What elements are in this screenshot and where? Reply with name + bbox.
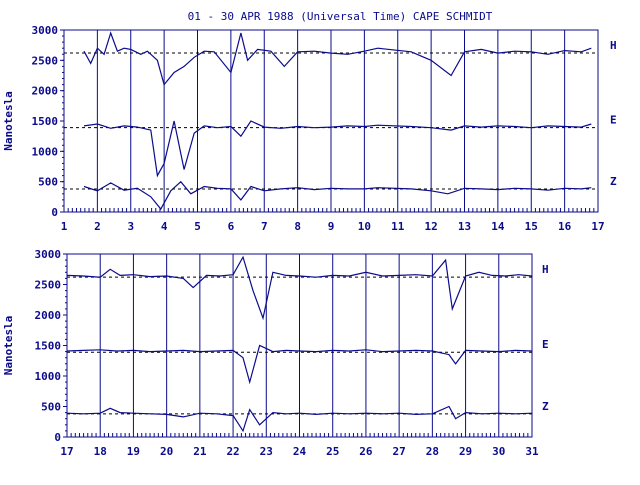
x-tick-label: 9 xyxy=(328,220,335,233)
x-tick-label: 7 xyxy=(261,220,268,233)
series-trace-e xyxy=(66,344,533,385)
component-label-h: H xyxy=(610,39,617,52)
y-tick-label: 2000 xyxy=(35,309,62,322)
x-tick-label: 5 xyxy=(194,220,201,233)
x-tick-label: 16 xyxy=(558,220,572,233)
y-tick-label: 1500 xyxy=(32,115,59,128)
x-tick-label: 2 xyxy=(94,220,101,233)
component-label-e: E xyxy=(542,338,549,351)
x-tick-label: 20 xyxy=(160,445,173,458)
x-tick-label: 28 xyxy=(426,445,439,458)
panel-bottom: 17 18 19 20 21 22 23 24 25 26 27 28 29 30 31 0 500 1000 15… xyxy=(2,248,549,458)
x-tick-label: 10 xyxy=(358,220,371,233)
y-tick-label: 500 xyxy=(38,176,58,189)
y-tick-label: 1500 xyxy=(35,340,62,353)
y-tick-label: 2000 xyxy=(32,85,59,98)
x-tick-label: 27 xyxy=(393,445,406,458)
x-tick-label: 21 xyxy=(193,445,207,458)
x-tick-label: 18 xyxy=(94,445,107,458)
x-tick-label: 17 xyxy=(591,220,604,233)
x-tick-label: 12 xyxy=(425,220,438,233)
component-label-e: E xyxy=(610,114,617,127)
y-axis-label: Nanotesla xyxy=(2,316,15,376)
y-tick-label: 500 xyxy=(41,401,61,414)
x-tick-label: 6 xyxy=(228,220,235,233)
x-tick-label: 15 xyxy=(525,220,538,233)
x-tick-label: 11 xyxy=(391,220,405,233)
x-tick-label: 23 xyxy=(260,445,273,458)
x-tick-label: 29 xyxy=(459,445,472,458)
y-tick-label: 0 xyxy=(51,206,58,219)
component-label-z: Z xyxy=(610,175,617,188)
component-label-h: H xyxy=(542,263,549,276)
series-trace-e xyxy=(83,120,592,178)
x-tick-label: 22 xyxy=(226,445,239,458)
x-tick-label: 14 xyxy=(491,220,505,233)
panel-top: 1 2 3 4 5 6 7 8 9 10 11 12 13 14 15 16 17050010001500200… xyxy=(2,24,617,233)
y-tick-label: 1000 xyxy=(35,370,62,383)
y-tick-label: 3000 xyxy=(32,24,59,37)
y-tick-label: 3000 xyxy=(35,248,62,261)
x-tick-label: 30 xyxy=(492,445,505,458)
x-tick-label: 17 xyxy=(60,445,73,458)
series-trace-z xyxy=(66,405,533,433)
x-tick-label: 3 xyxy=(127,220,134,233)
y-tick-label: 0 xyxy=(54,431,61,444)
x-tick-label: 19 xyxy=(127,445,140,458)
x-tick-label: 1 xyxy=(61,220,68,233)
y-tick-label: 2500 xyxy=(32,54,59,67)
x-tick-label: 4 xyxy=(161,220,168,233)
y-tick-label: 1000 xyxy=(32,145,59,158)
x-tick-label: 13 xyxy=(458,220,471,233)
y-axis-label: Nanotesla xyxy=(2,91,15,151)
series-trace-z xyxy=(83,180,592,211)
chart-title: 01 - 30 APR 1988 (Universal Time) CAPE S… xyxy=(188,10,493,23)
x-tick-label: 26 xyxy=(359,445,373,458)
component-label-z: Z xyxy=(542,400,549,413)
x-tick-label: 24 xyxy=(293,445,307,458)
x-tick-label: 31 xyxy=(525,445,539,458)
series-trace-h xyxy=(66,255,533,321)
x-tick-label: 25 xyxy=(326,445,339,458)
series-trace-h xyxy=(83,31,592,86)
x-tick-label: 8 xyxy=(294,220,301,233)
y-tick-label: 2500 xyxy=(35,279,62,292)
